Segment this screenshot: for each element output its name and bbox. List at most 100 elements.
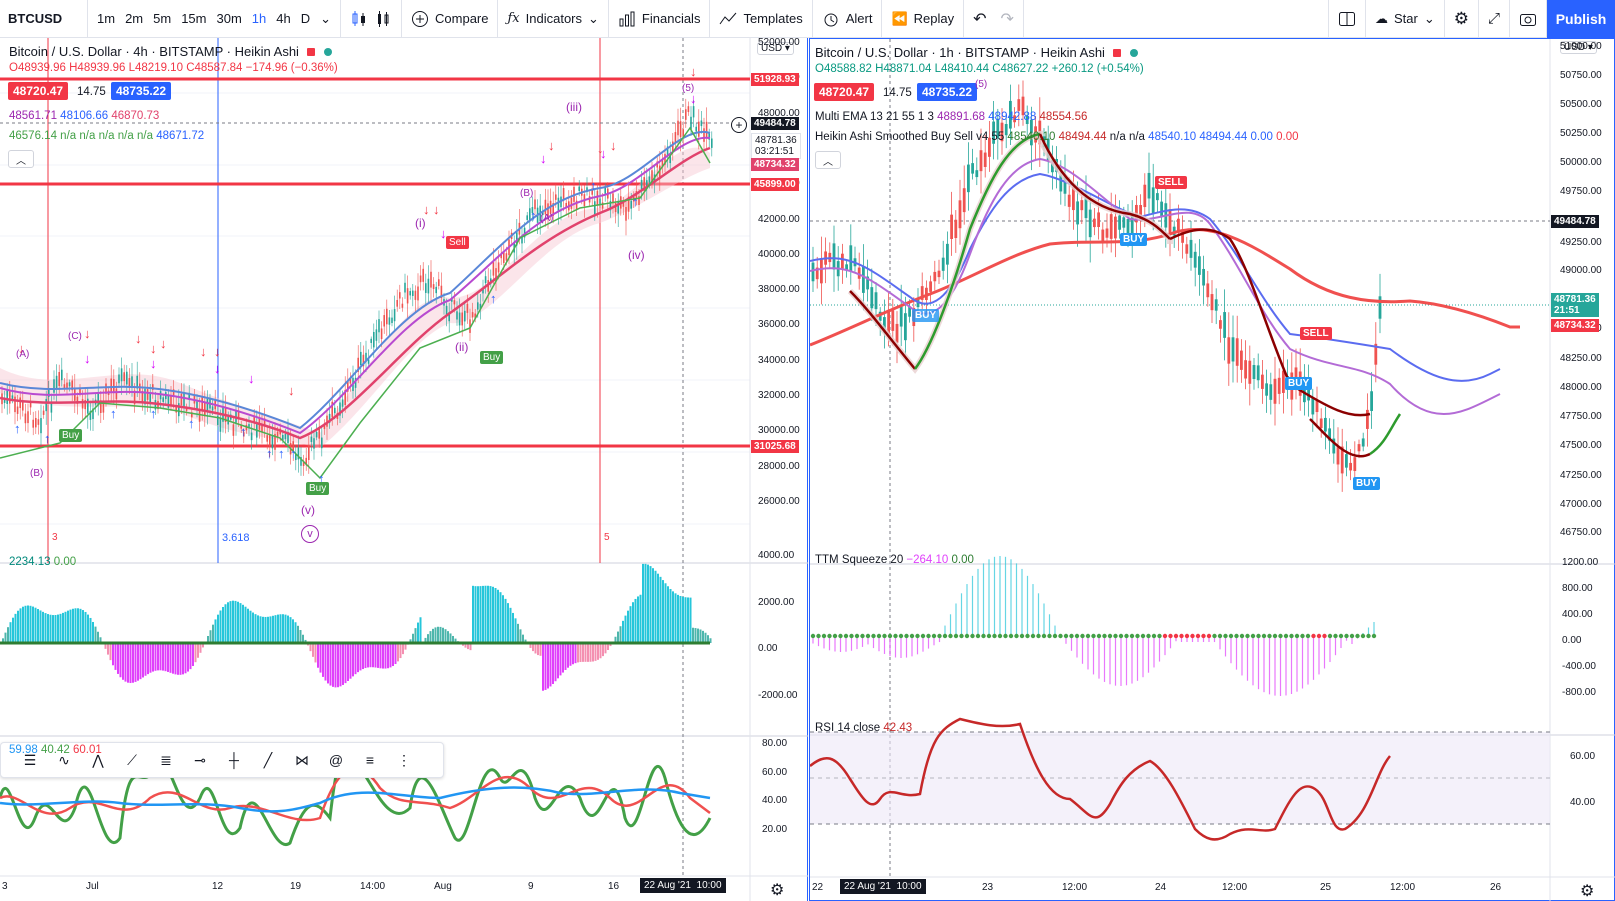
up-arrow: ↑	[188, 416, 195, 431]
publish-button[interactable]: Publish	[1547, 0, 1615, 38]
undo-icon[interactable]: ↶	[973, 10, 987, 28]
candle-body	[110, 378, 112, 392]
momentum-bar	[524, 639, 527, 643]
tf-1h[interactable]: 1h	[251, 11, 267, 26]
line-tool-icon[interactable]: ⟋	[127, 751, 137, 768]
horizontal-line-icon[interactable]: ⊸	[194, 751, 206, 768]
candle-body	[526, 215, 528, 220]
chevron-down-icon[interactable]: ⌄	[320, 10, 332, 26]
abc-pattern-icon[interactable]: ⋀	[92, 751, 104, 768]
right-price-chart[interactable]	[810, 39, 1615, 901]
candle-body	[53, 379, 55, 393]
snapshot-button[interactable]	[1510, 0, 1547, 38]
templates-button[interactable]: Templates	[710, 0, 813, 38]
gann-icon[interactable]: ≡	[365, 752, 375, 768]
momentum-bar	[14, 613, 17, 643]
candle-body	[419, 275, 422, 283]
candle-body	[240, 424, 242, 429]
candle-body	[700, 120, 703, 127]
ruler-icon[interactable]: ⋮	[397, 751, 411, 768]
candle-body	[661, 158, 664, 168]
momentum-bar	[467, 643, 469, 650]
left-chart-title[interactable]: Bitcoin / U.S. Dollar · 4h · BITSTAMP · …	[9, 44, 333, 59]
squeeze-dot	[816, 633, 821, 639]
left-price-chart[interactable]: ↓↓ ↓↓ ↓↓ ↓↓↓ ↓↓ ↓ ↓↓↓ ↓ ↓↓↓↓ ↓↓↑↑↑ ↑↑↑↑ ↑ ↑↑↑↑↑↑	[0, 38, 808, 901]
symbol-search[interactable]: BTCUSD	[0, 0, 88, 38]
bar-style-button[interactable]	[341, 0, 403, 38]
xabcd-icon[interactable]: ⋈	[295, 751, 309, 768]
spiral-icon[interactable]: @	[328, 752, 344, 768]
momentum-bar	[52, 615, 54, 643]
wave-label: (iii)	[566, 100, 582, 114]
replay-button[interactable]: ⏪ Replay	[882, 0, 965, 38]
settings-button[interactable]: ⚙	[1445, 0, 1479, 38]
indicators-button[interactable]: ƒx Indicators ⌄	[498, 0, 609, 38]
tf-5m[interactable]: 5m	[153, 11, 172, 26]
buy-signal: BUY	[1120, 233, 1148, 246]
currency-selector[interactable]: USD ▾	[757, 42, 794, 55]
candle-body	[1130, 213, 1134, 239]
redo-icon[interactable]: ↷	[1000, 10, 1014, 28]
star-button[interactable]: ☁ Star ⌄	[1366, 0, 1445, 38]
price-axis-label: 50000.00	[1560, 157, 1602, 168]
currency-selector[interactable]: USD ▾	[1560, 41, 1597, 54]
pattern-icon[interactable]: ∿	[58, 751, 70, 768]
ray-icon[interactable]: ╱	[263, 751, 273, 768]
candle-body	[1105, 228, 1109, 238]
layout-button[interactable]	[1327, 0, 1366, 38]
wave-label: (i)	[415, 216, 426, 230]
squeeze-dot	[860, 633, 865, 639]
buy-price-badge[interactable]: 48735.22	[917, 83, 978, 101]
alert-button[interactable]: Alert	[813, 0, 883, 38]
ind-value: n/a	[98, 130, 115, 142]
ttm-legend[interactable]: TTM Squeeze 20 −264.10 0.00	[815, 554, 974, 566]
squeeze-dot	[810, 633, 816, 639]
financials-button[interactable]: Financials	[609, 0, 711, 38]
tf-30m[interactable]: 30m	[216, 11, 242, 26]
candle-body	[975, 170, 979, 178]
tf-2m[interactable]: 2m	[125, 11, 144, 26]
fullscreen-button[interactable]: ⤢	[1479, 0, 1510, 38]
spread-value: 14.75	[77, 86, 106, 98]
bars-icon[interactable]: ┼	[229, 752, 239, 768]
momentum-bar	[254, 614, 257, 643]
momentum-legend[interactable]: 2234.13 0.00	[9, 556, 76, 568]
momentum-bar	[214, 619, 217, 643]
buy-price-badge[interactable]: 48735.22	[111, 82, 172, 100]
tf-1m[interactable]: 1m	[97, 11, 116, 26]
candle-body	[14, 396, 16, 413]
price-axis-label: 30000.00	[758, 425, 800, 437]
collapse-legend-button[interactable]: ︿	[8, 150, 34, 168]
fib-icon[interactable]: ≣	[160, 751, 172, 768]
tf-D[interactable]: D	[300, 11, 311, 26]
candle-body	[1122, 217, 1126, 228]
ha-smoothed-legend[interactable]: Heikin Ashi Smoothed Buy Sell v4 55 4854…	[815, 131, 1299, 143]
compare-button[interactable]: Compare	[402, 0, 499, 38]
squeeze-dot	[1206, 633, 1212, 639]
plus-icon[interactable]: +	[731, 117, 747, 133]
gear-icon[interactable]: ⚙	[770, 882, 785, 899]
candle-body	[1223, 312, 1226, 338]
collapse-legend-button[interactable]: ︿	[815, 151, 841, 169]
momentum-bar	[592, 643, 594, 662]
right-chart-title[interactable]: Bitcoin / U.S. Dollar · 1h · BITSTAMP · …	[815, 45, 1139, 60]
momentum-bar	[332, 643, 334, 687]
trend-lines-icon[interactable]: ☰	[23, 751, 37, 768]
candle-body	[479, 303, 482, 310]
squeeze-dot	[964, 633, 970, 639]
momentum-bar	[314, 643, 317, 663]
ema-legend[interactable]: Multi EMA 13 21 55 1 3 48891.68 48942.88…	[815, 111, 1087, 123]
sell-price-badge[interactable]: 48720.47	[814, 83, 875, 101]
tf-4h[interactable]: 4h	[276, 11, 291, 26]
left-indicator-values-2: 46576.14 n/a n/a n/a n/a n/a 48671.72	[9, 130, 204, 142]
gear-icon[interactable]: ⚙	[1580, 883, 1595, 900]
tf-15m[interactable]: 15m	[181, 11, 207, 26]
sell-price-badge[interactable]: 48720.47	[8, 82, 69, 100]
momentum-bar	[32, 606, 34, 643]
momentum-bar	[399, 643, 402, 659]
stoch-legend[interactable]: 59.98 40.42 60.01	[9, 744, 102, 756]
candle-body	[937, 270, 941, 278]
rsi-legend[interactable]: RSI 14 close 42.43	[815, 722, 912, 734]
momentum-value: 2234.13	[9, 556, 51, 568]
momentum-bar	[42, 611, 44, 643]
